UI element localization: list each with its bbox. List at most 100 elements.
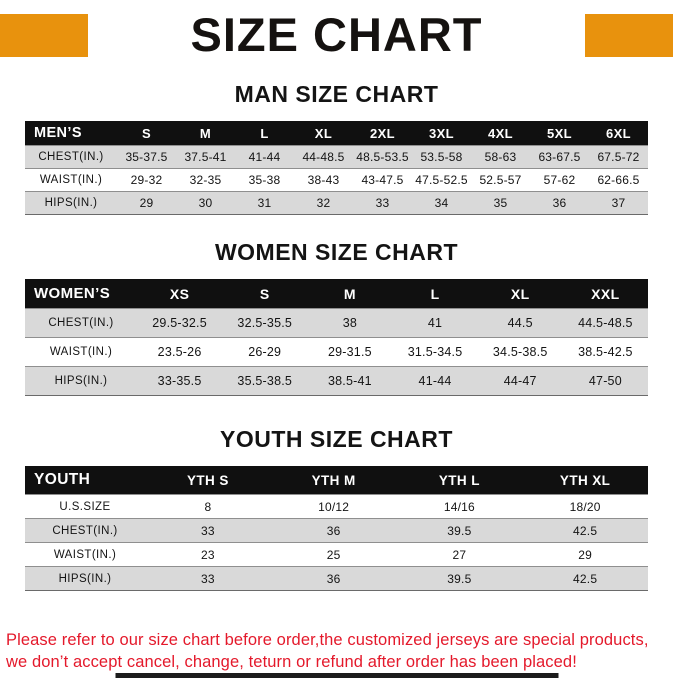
row-label: HIPS(IN.) bbox=[25, 191, 117, 215]
size-value-cell: 44.5 bbox=[477, 308, 563, 338]
size-value-cell: 32 bbox=[294, 191, 353, 215]
size-column-header: 2XL bbox=[369, 125, 396, 141]
youth-size-table: YOUTH YTH S YTH M YTH L YTH XL U.S.SIZE 8 10/1… bbox=[25, 466, 648, 591]
size-column-header: M bbox=[343, 285, 356, 302]
size-value-cell: 42.5 bbox=[522, 518, 648, 543]
size-value-cell: 31.5-34.5 bbox=[392, 337, 478, 367]
table-row: WAIST(IN.) 23 25 27 29 bbox=[25, 542, 648, 567]
size-value-cell: 47-50 bbox=[562, 366, 648, 396]
size-value-cell: 33 bbox=[353, 191, 412, 215]
disclaimer-text: Please refer to our size chart before or… bbox=[6, 629, 669, 673]
size-value-cell: 14/16 bbox=[396, 494, 523, 519]
size-value-cell: 41-44 bbox=[235, 145, 294, 169]
size-value-cell: 38-43 bbox=[294, 168, 353, 192]
size-column-header: XL bbox=[314, 125, 333, 141]
size-value-cell: 36 bbox=[270, 566, 397, 591]
size-value-cell: 30 bbox=[176, 191, 235, 215]
size-value-cell: 38.5-42.5 bbox=[562, 337, 648, 367]
table-row: CHEST(IN.) 29.5-32.5 32.5-35.5 38 41 44.5 44.5… bbox=[25, 308, 648, 338]
size-value-cell: 52.5-57 bbox=[471, 168, 530, 192]
size-value-cell: 8 bbox=[145, 494, 271, 519]
size-value-cell: 27 bbox=[396, 542, 523, 567]
table-row: CHEST(IN.) 33 36 39.5 42.5 bbox=[25, 518, 648, 543]
size-value-cell: 29 bbox=[117, 191, 176, 215]
size-value-cell: 39.5 bbox=[396, 566, 523, 591]
table-row: HIPS(IN.) 29 30 31 32 33 34 35 36 37 bbox=[25, 191, 648, 215]
size-value-cell: 37 bbox=[589, 191, 648, 215]
size-value-cell: 29.5-32.5 bbox=[137, 308, 223, 338]
size-value-cell: 33-35.5 bbox=[137, 366, 223, 396]
size-column-header: YTH S bbox=[186, 472, 229, 488]
size-value-cell: 58-63 bbox=[471, 145, 530, 169]
size-column-header: XXL bbox=[591, 285, 620, 302]
size-value-cell: 18/20 bbox=[522, 494, 648, 519]
size-column-header: YTH M bbox=[311, 472, 356, 488]
size-value-cell: 53.5-58 bbox=[412, 145, 471, 169]
size-value-cell: 67.5-72 bbox=[589, 145, 648, 169]
size-value-cell: 35-37.5 bbox=[117, 145, 176, 169]
size-value-cell: 29-31.5 bbox=[307, 337, 393, 367]
size-chart-page: SIZE CHART MAN SIZE CHART MEN’S S M L XL 2XL 3… bbox=[0, 9, 673, 678]
size-value-cell: 63-67.5 bbox=[530, 145, 589, 169]
row-label: CHEST(IN.) bbox=[25, 145, 117, 169]
size-value-cell: 23.5-26 bbox=[137, 337, 223, 367]
table-row: HIPS(IN.) 33 36 39.5 42.5 bbox=[25, 566, 648, 591]
table-row: WAIST(IN.) 29-32 32-35 35-38 38-43 43-47.5 47.… bbox=[25, 168, 648, 192]
size-value-cell: 35.5-38.5 bbox=[222, 366, 308, 396]
size-value-cell: 44-47 bbox=[477, 366, 563, 396]
size-value-cell: 41 bbox=[392, 308, 478, 338]
size-value-cell: 36 bbox=[530, 191, 589, 215]
size-value-cell: 32.5-35.5 bbox=[222, 308, 308, 338]
size-value-cell: 35 bbox=[471, 191, 530, 215]
man-size-chart-section: MAN SIZE CHART MEN’S S M L XL 2XL 3XL 4XL 5XL 6XL… bbox=[0, 81, 673, 215]
size-value-cell: 48.5-53.5 bbox=[353, 145, 412, 169]
size-value-cell: 25 bbox=[270, 542, 397, 567]
size-column-header: 3XL bbox=[428, 125, 455, 141]
size-value-cell: 29 bbox=[522, 542, 648, 567]
size-column-header: S bbox=[141, 125, 152, 141]
row-label: WAIST(IN.) bbox=[25, 337, 137, 367]
size-value-cell: 10/12 bbox=[270, 494, 397, 519]
table-corner-label: YOUTH bbox=[34, 471, 91, 488]
row-label: CHEST(IN.) bbox=[25, 308, 137, 338]
size-column-header: L bbox=[260, 125, 269, 141]
size-value-cell: 62-66.5 bbox=[589, 168, 648, 192]
row-label: WAIST(IN.) bbox=[25, 542, 145, 567]
page-title: SIZE CHART bbox=[190, 8, 483, 61]
table-row: WAIST(IN.) 23.5-26 26-29 29-31.5 31.5-34.5 34… bbox=[25, 337, 648, 367]
left-accent-bar bbox=[0, 13, 88, 57]
size-column-header: L bbox=[430, 285, 440, 302]
women-size-chart-section: WOMEN SIZE CHART WOMEN’S XS S M L XL XXL CHEST… bbox=[0, 239, 673, 396]
table-row: CHEST(IN.) 35-37.5 37.5-41 41-44 44-48.5 48.5… bbox=[25, 145, 648, 169]
women-table-header-row: WOMEN’S XS S M L XL XXL bbox=[25, 279, 648, 309]
size-value-cell: 34.5-38.5 bbox=[477, 337, 563, 367]
row-label: CHEST(IN.) bbox=[25, 518, 145, 543]
size-value-cell: 36 bbox=[270, 518, 397, 543]
size-value-cell: 47.5-52.5 bbox=[412, 168, 471, 192]
size-value-cell: 29-32 bbox=[117, 168, 176, 192]
size-value-cell: 35-38 bbox=[235, 168, 294, 192]
size-value-cell: 26-29 bbox=[222, 337, 308, 367]
page-header: SIZE CHART bbox=[0, 9, 673, 61]
table-row: U.S.SIZE 8 10/12 14/16 18/20 bbox=[25, 494, 648, 519]
size-value-cell: 34 bbox=[412, 191, 471, 215]
size-value-cell: 33 bbox=[145, 566, 271, 591]
disclaimer-line-1: Please refer to our size chart before or… bbox=[6, 631, 649, 649]
bottom-black-bar bbox=[115, 673, 558, 678]
size-column-header: YTH XL bbox=[559, 472, 611, 488]
row-label: U.S.SIZE bbox=[25, 494, 145, 519]
size-column-header: M bbox=[199, 125, 212, 141]
row-label: WAIST(IN.) bbox=[25, 168, 117, 192]
size-column-header: 6XL bbox=[605, 125, 632, 141]
man-size-chart-title: MAN SIZE CHART bbox=[234, 81, 439, 107]
table-corner-label: WOMEN’S bbox=[34, 285, 111, 302]
man-table-header-row: MEN’S S M L XL 2XL 3XL 4XL 5XL 6XL bbox=[25, 121, 648, 146]
size-column-header: 5XL bbox=[546, 125, 573, 141]
table-row: HIPS(IN.) 33-35.5 35.5-38.5 38.5-41 41-44 44-… bbox=[25, 366, 648, 396]
disclaimer-line-2: we don’t accept cancel, change, teturn o… bbox=[6, 653, 577, 671]
man-size-table: MEN’S S M L XL 2XL 3XL 4XL 5XL 6XL CHEST(IN.) 35-3… bbox=[25, 121, 648, 215]
youth-table-header-row: YOUTH YTH S YTH M YTH L YTH XL bbox=[25, 466, 648, 495]
size-value-cell: 32-35 bbox=[176, 168, 235, 192]
size-value-cell: 44-48.5 bbox=[294, 145, 353, 169]
women-size-chart-title: WOMEN SIZE CHART bbox=[214, 239, 459, 265]
